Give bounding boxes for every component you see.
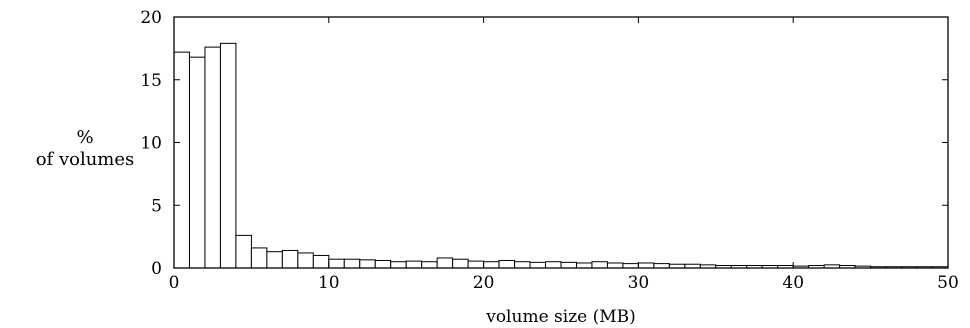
plot-area-frame <box>173 16 949 269</box>
histogram-bar <box>374 259 392 269</box>
histogram-bar <box>266 251 283 269</box>
x-tick-label: 40 <box>782 273 804 293</box>
x-tick-label: 0 <box>169 273 180 293</box>
histogram-bar <box>622 263 639 269</box>
histogram-bar <box>560 261 577 269</box>
histogram-bar <box>173 51 190 269</box>
histogram-bar <box>405 260 423 269</box>
histogram-bar <box>219 42 237 269</box>
histogram-bar <box>575 262 593 269</box>
histogram-bar <box>328 258 345 269</box>
histogram-bar <box>467 260 485 269</box>
histogram-bar <box>545 261 562 269</box>
histogram-bar <box>343 258 361 269</box>
x-tick-label: 20 <box>473 273 495 293</box>
histogram-bar <box>235 234 252 269</box>
histogram-bar <box>281 249 299 269</box>
x-tick-label: 50 <box>937 273 959 293</box>
histogram-bar <box>436 257 454 269</box>
histogram-bar <box>498 259 516 269</box>
y-tick-label: 5 <box>151 196 162 216</box>
y-axis-label-line-1: % <box>76 127 94 148</box>
histogram-bar <box>637 262 655 269</box>
histogram-bar <box>421 261 438 269</box>
y-axis-label-line-2: of volumes <box>35 149 135 170</box>
y-tick-label: 15 <box>140 71 162 91</box>
histogram-bar <box>514 261 531 269</box>
histogram-bar <box>188 56 206 269</box>
histogram-bar <box>250 247 268 269</box>
x-tick-label: 10 <box>318 273 340 293</box>
histogram-bar <box>204 46 221 269</box>
bars-group <box>173 42 949 269</box>
histogram-bar <box>591 261 608 269</box>
y-tick-label: 20 <box>140 8 162 28</box>
histogram-bar <box>390 261 407 269</box>
histogram-bar <box>606 262 624 269</box>
histogram-bar <box>653 263 670 269</box>
histogram-bar <box>312 254 330 269</box>
x-tick-label: 30 <box>628 273 650 293</box>
histogram-bar <box>529 261 547 269</box>
y-tick-label: 0 <box>151 259 162 279</box>
x-axis-ticks: 0 10 20 30 40 50 <box>169 17 959 293</box>
y-axis-ticks: 0 5 10 15 20 <box>140 8 948 279</box>
x-axis-label: volume size (MB) <box>485 307 636 327</box>
histogram-bar <box>452 258 469 269</box>
histogram-bar <box>297 252 314 269</box>
y-tick-label: 10 <box>140 134 162 154</box>
histogram-bar <box>359 259 376 269</box>
histogram-bar <box>483 261 500 269</box>
